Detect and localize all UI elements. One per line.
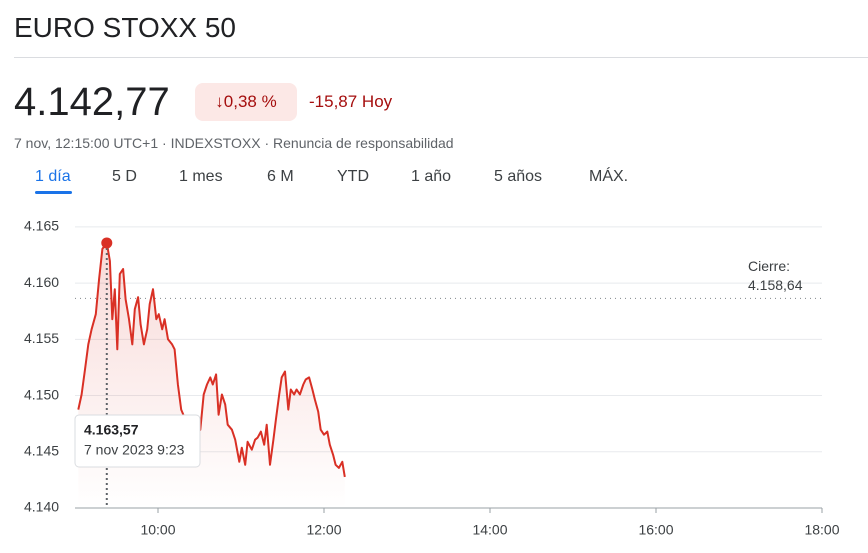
x-tick-label: 12:00: [306, 522, 341, 538]
separator: [14, 57, 868, 58]
range-tab[interactable]: 5 años: [494, 168, 543, 185]
range-tab[interactable]: 5 D: [112, 168, 137, 185]
y-tick-label: 4.155: [24, 330, 59, 346]
range-tab[interactable]: 1 día: [35, 168, 71, 185]
meta: 7 nov, 12:15:00 UTC+1 · INDEXSTOXX · Ren…: [14, 135, 454, 151]
y-tick-label: 4.140: [24, 499, 59, 515]
reference-value: 4.158,64: [748, 277, 803, 293]
hover-point: [101, 237, 113, 249]
price-line: [77, 241, 346, 478]
range-tab[interactable]: 1 año: [411, 168, 452, 185]
tooltip-value: 4.163,57: [84, 422, 139, 438]
change-pct: 0,38 %: [223, 92, 277, 111]
x-tick-label: 14:00: [472, 522, 507, 538]
tooltip: 4.163,57 7 nov 2023 9:23: [74, 414, 201, 468]
x-tick-label: 16:00: [638, 522, 673, 538]
y-tick-label: 4.160: [24, 274, 59, 290]
index-title: EURO STOXX 50: [14, 12, 237, 43]
x-tick-label: 18:00: [804, 522, 839, 538]
range-tab[interactable]: 6 M: [267, 168, 294, 185]
change-abs: -15,87 Hoy: [309, 92, 393, 111]
range-tab[interactable]: YTD: [337, 168, 369, 185]
disclaimer[interactable]: Renuncia de responsabilidad: [273, 135, 454, 151]
price: 4.142,77: [14, 80, 170, 124]
range-tab[interactable]: 1 mes: [179, 168, 223, 185]
range-tab[interactable]: MÁX.: [589, 168, 629, 185]
meta-time: 7 nov, 12:15:00 UTC+1: [14, 135, 159, 151]
tooltip-time: 7 nov 2023 9:23: [84, 442, 185, 458]
y-tick-label: 4.145: [24, 442, 59, 458]
active-underline: [35, 191, 72, 194]
tooltip-box: [74, 414, 201, 468]
change-badge: ↓0,38 %: [195, 83, 297, 121]
reference-label: Cierre:: [748, 258, 790, 274]
meta-source: INDEXSTOXX: [170, 135, 261, 151]
y-tick-label: 4.165: [24, 218, 59, 234]
y-tick-label: 4.150: [24, 386, 59, 402]
x-tick-label: 10:00: [140, 522, 175, 538]
